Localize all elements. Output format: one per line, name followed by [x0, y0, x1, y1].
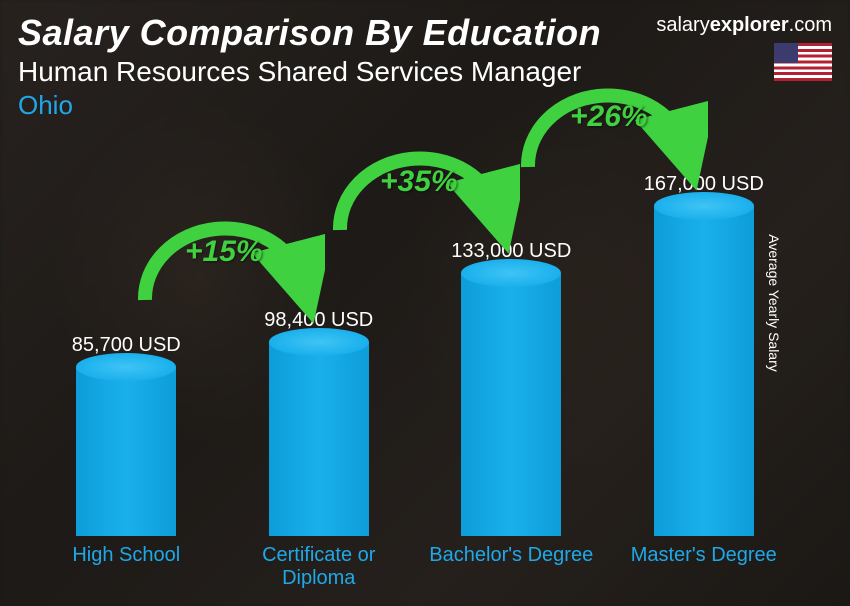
brand-bold: explorer — [710, 14, 789, 36]
bar-label: High School — [31, 544, 221, 567]
bar-front — [654, 206, 754, 536]
bar-3d: Certificate or Diploma — [269, 342, 369, 536]
increase-pct: +15% — [185, 235, 263, 269]
brand-text: salaryexplorer.com — [656, 14, 832, 37]
bar-front — [76, 367, 176, 536]
content-layer: Salary Comparison By Education Human Res… — [0, 0, 850, 606]
bar-top — [654, 192, 754, 220]
bar-top — [76, 353, 176, 381]
bar-group: 167,000 USD Master's Degree — [614, 173, 794, 536]
bar-3d: Master's Degree — [654, 206, 754, 536]
increase-pct: +35% — [380, 165, 458, 199]
bar-front — [461, 273, 561, 536]
bar-top — [461, 259, 561, 287]
bar-3d: High School — [76, 367, 176, 536]
chart-area: 85,700 USD High School 98,400 USD Certif… — [30, 140, 800, 586]
bar-group: 85,700 USD High School — [36, 334, 216, 536]
increase-pct: +26% — [570, 100, 648, 134]
bar-group: 98,400 USD Certificate or Diploma — [229, 309, 409, 536]
bar-label: Bachelor's Degree — [416, 544, 606, 567]
brand-prefix: salary — [656, 14, 709, 36]
chart-location: Ohio — [18, 90, 832, 121]
us-flag-icon — [774, 43, 832, 81]
bar-front — [269, 342, 369, 536]
bar-label: Certificate or Diploma — [224, 544, 414, 590]
bar-group: 133,000 USD Bachelor's Degree — [421, 240, 601, 536]
bar-top — [269, 328, 369, 356]
bar-3d: Bachelor's Degree — [461, 273, 561, 536]
bar-label: Master's Degree — [609, 544, 799, 567]
brand-suffix: .com — [789, 14, 832, 36]
